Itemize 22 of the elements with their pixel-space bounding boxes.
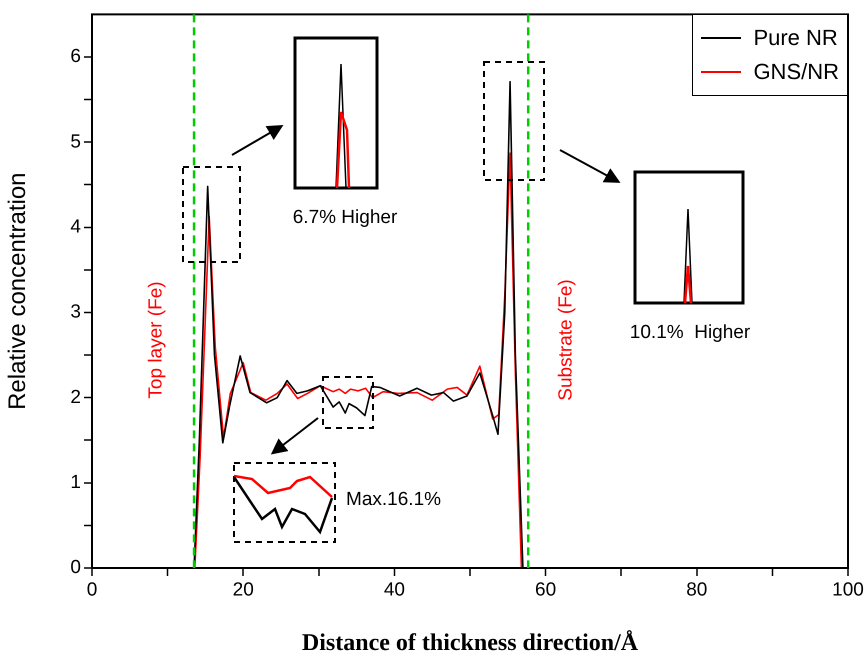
x-tick-label: 80: [686, 580, 708, 601]
x-axis-title: Distance of thickness direction/Å: [302, 630, 639, 656]
y-tick-label: 4: [70, 216, 82, 238]
ref-line-label: Top layer (Fe): [145, 281, 166, 399]
x-tick-label: 60: [535, 580, 556, 601]
annotation: 6.7% Higher: [292, 207, 398, 228]
y-tick-label: 1: [70, 472, 81, 494]
ref-line-label: Substrate (Fe): [555, 279, 576, 401]
x-tick-label: 40: [384, 580, 405, 601]
y-tick-label: 3: [70, 302, 81, 323]
y-tick-label: 5: [70, 131, 81, 152]
y-tick-label: 0: [70, 557, 81, 578]
x-tick-label: 100: [832, 580, 864, 601]
legend-label: Pure NR: [753, 25, 838, 51]
x-tick-label: 20: [232, 580, 254, 601]
x-tick-label: 0: [86, 580, 98, 601]
y-axis-title: Relative concentration: [4, 172, 32, 410]
legend-label: GNS/NR: [753, 59, 839, 85]
y-tick-label: 2: [70, 386, 81, 408]
annotation: Max.16.1%: [346, 489, 442, 510]
annotation: 10.1% Higher: [630, 322, 751, 344]
y-tick-label: 6: [70, 46, 81, 68]
